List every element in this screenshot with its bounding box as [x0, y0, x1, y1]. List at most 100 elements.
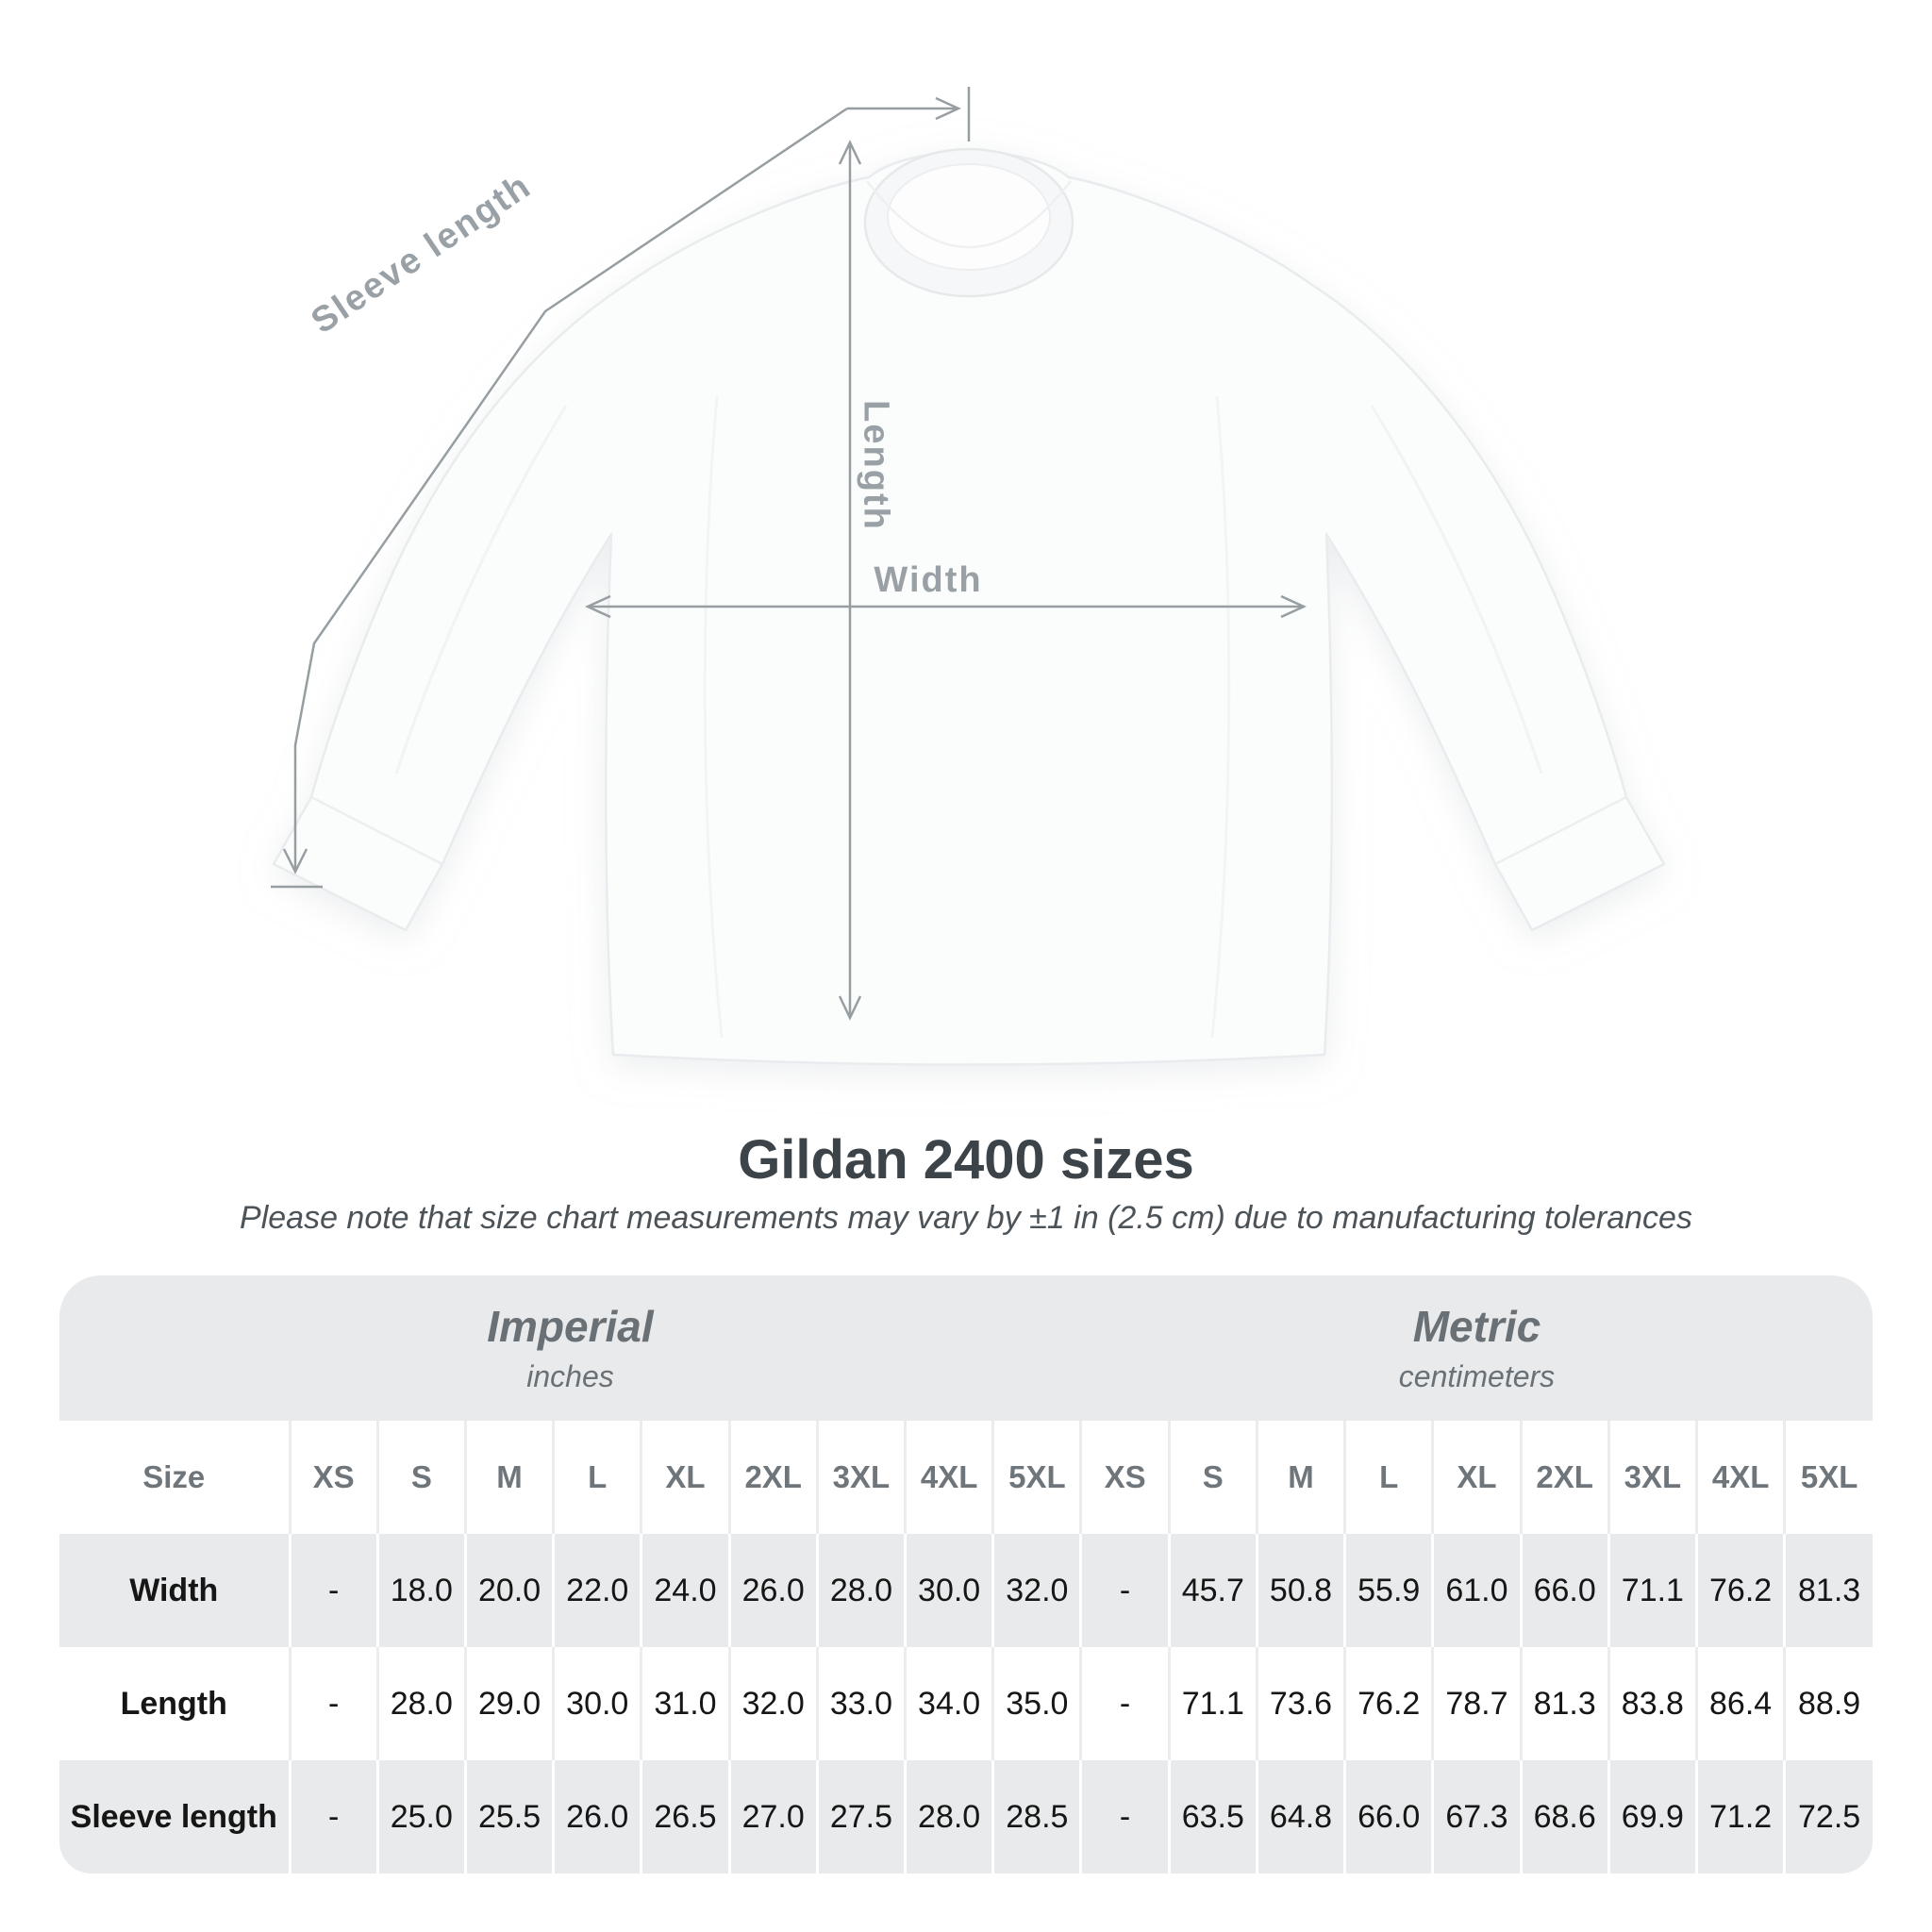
shirt-body-path: [272, 150, 1666, 1066]
table-cell: -: [288, 1760, 378, 1874]
table-cell: 18.0: [375, 1534, 466, 1647]
width-label: Width: [874, 560, 983, 600]
table-cell: 28.0: [375, 1647, 466, 1760]
table-cell: 30.0: [552, 1647, 641, 1760]
table-cell: 50.8: [1255, 1534, 1345, 1647]
group-header-metric: Metric centimeters: [1080, 1275, 1873, 1421]
table-cell: 35.0: [991, 1647, 1081, 1760]
row-label: Sleeve length: [59, 1760, 290, 1874]
size-column-header: M: [463, 1421, 554, 1534]
size-column-header: 3XL: [1607, 1421, 1697, 1534]
size-column-header: S: [1167, 1421, 1257, 1534]
fold-line: [703, 395, 724, 1039]
metric-unit-label: centimeters: [1398, 1358, 1556, 1393]
size-column-header: L: [1343, 1421, 1433, 1534]
page-subtitle: Please note that size chart measurements…: [240, 1200, 1692, 1236]
arrow-right-icon: [1280, 594, 1307, 619]
table-cell: 86.4: [1694, 1647, 1785, 1760]
table-cell: 32.0: [991, 1534, 1081, 1647]
length-label: Length: [856, 400, 896, 531]
fold-line: [1370, 405, 1543, 774]
size-column-header: 5XL: [991, 1421, 1081, 1534]
arrow-down-icon: [282, 848, 308, 874]
size-table: Imperial inches Metric centimeters Size …: [59, 1275, 1873, 1874]
table-cell: 83.8: [1607, 1647, 1697, 1760]
size-header-row: Size XS S M L XL 2XL 3XL 4XL 5XL XS S M …: [59, 1421, 1873, 1534]
table-cell: 34.0: [904, 1647, 993, 1760]
table-row-length: Length - 28.0 29.0 30.0 31.0 32.0 33.0 3…: [59, 1647, 1873, 1760]
imperial-label: Imperial: [487, 1302, 654, 1352]
table-cell: 72.5: [1783, 1760, 1873, 1874]
table-cell: -: [288, 1534, 378, 1647]
fold-line: [1210, 395, 1231, 1039]
table-cell: 78.7: [1431, 1647, 1522, 1760]
table-cell: -: [288, 1647, 378, 1760]
metric-label: Metric: [1412, 1302, 1541, 1352]
table-cell: -: [1079, 1534, 1170, 1647]
table-cell: -: [1079, 1760, 1170, 1874]
table-cell: 28.5: [991, 1760, 1081, 1874]
table-cell: 45.7: [1167, 1534, 1257, 1647]
arrow-up-icon: [838, 140, 862, 165]
size-column-header: 3XL: [815, 1421, 906, 1534]
table-cell: 32.0: [727, 1647, 818, 1760]
size-column-header: 4XL: [1694, 1421, 1785, 1534]
table-cell: 76.2: [1694, 1534, 1785, 1647]
table-cell: 73.6: [1255, 1647, 1345, 1760]
left-cuff-seam: [310, 795, 443, 866]
table-cell: 25.0: [375, 1760, 466, 1874]
arrow-right-icon: [935, 96, 962, 121]
imperial-unit-label: inches: [526, 1358, 614, 1393]
measurement-lines: [271, 87, 1307, 1021]
table-cell: 76.2: [1343, 1647, 1433, 1760]
table-cell: 26.0: [552, 1760, 641, 1874]
arrow-down-icon: [838, 995, 862, 1021]
size-column-header: XS: [288, 1421, 378, 1534]
table-cell: 33.0: [815, 1647, 906, 1760]
table-cell: 22.0: [552, 1534, 641, 1647]
shirt-illustration: [272, 147, 1666, 1066]
table-cell: 67.3: [1431, 1760, 1522, 1874]
table-cell: 29.0: [463, 1647, 554, 1760]
fold-line: [394, 405, 568, 774]
table-cell: 26.5: [640, 1760, 730, 1874]
table-cell: 28.0: [904, 1760, 993, 1874]
shirt-diagram: Sleeve length Length Width: [271, 87, 1666, 1066]
unit-group-header-row: Imperial inches Metric centimeters: [59, 1275, 1873, 1421]
arrow-left-icon: [584, 594, 611, 619]
table-cell: 71.2: [1694, 1760, 1785, 1874]
size-column-header: XL: [640, 1421, 730, 1534]
table-cell: -: [1079, 1647, 1170, 1760]
table-cell: 61.0: [1431, 1534, 1522, 1647]
table-cell: 68.6: [1519, 1760, 1609, 1874]
group-header-imperial: Imperial inches: [59, 1275, 1081, 1421]
table-row-sleeve-length: Sleeve length - 25.0 25.5 26.0 26.5 27.0…: [59, 1760, 1873, 1874]
table-cell: 71.1: [1607, 1534, 1697, 1647]
table-cell: 27.5: [815, 1760, 906, 1874]
size-column-header: XS: [1079, 1421, 1170, 1534]
size-column-title: Size: [59, 1421, 290, 1534]
table-cell: 20.0: [463, 1534, 554, 1647]
size-column-header: XL: [1431, 1421, 1522, 1534]
table-cell: 71.1: [1167, 1647, 1257, 1760]
table-cell: 24.0: [640, 1534, 730, 1647]
table-cell: 55.9: [1343, 1534, 1433, 1647]
table-cell: 88.9: [1783, 1647, 1873, 1760]
row-label: Length: [59, 1647, 290, 1760]
table-cell: 28.0: [815, 1534, 906, 1647]
page-title: Gildan 2400 sizes: [738, 1129, 1194, 1191]
table-cell: 25.5: [463, 1760, 554, 1874]
table-cell: 63.5: [1167, 1760, 1257, 1874]
size-column-header: M: [1255, 1421, 1345, 1534]
collar-inner: [887, 163, 1051, 271]
table-cell: 26.0: [727, 1534, 818, 1647]
collar-seam: [866, 180, 1072, 249]
size-column-header: 2XL: [1519, 1421, 1609, 1534]
table-cell: 66.0: [1519, 1534, 1609, 1647]
size-column-header: L: [552, 1421, 641, 1534]
size-column-header: 5XL: [1783, 1421, 1873, 1534]
table-row-width: Width - 18.0 20.0 22.0 24.0 26.0 28.0 30…: [59, 1534, 1873, 1647]
table-cell: 66.0: [1343, 1760, 1433, 1874]
table-cell: 81.3: [1519, 1647, 1609, 1760]
